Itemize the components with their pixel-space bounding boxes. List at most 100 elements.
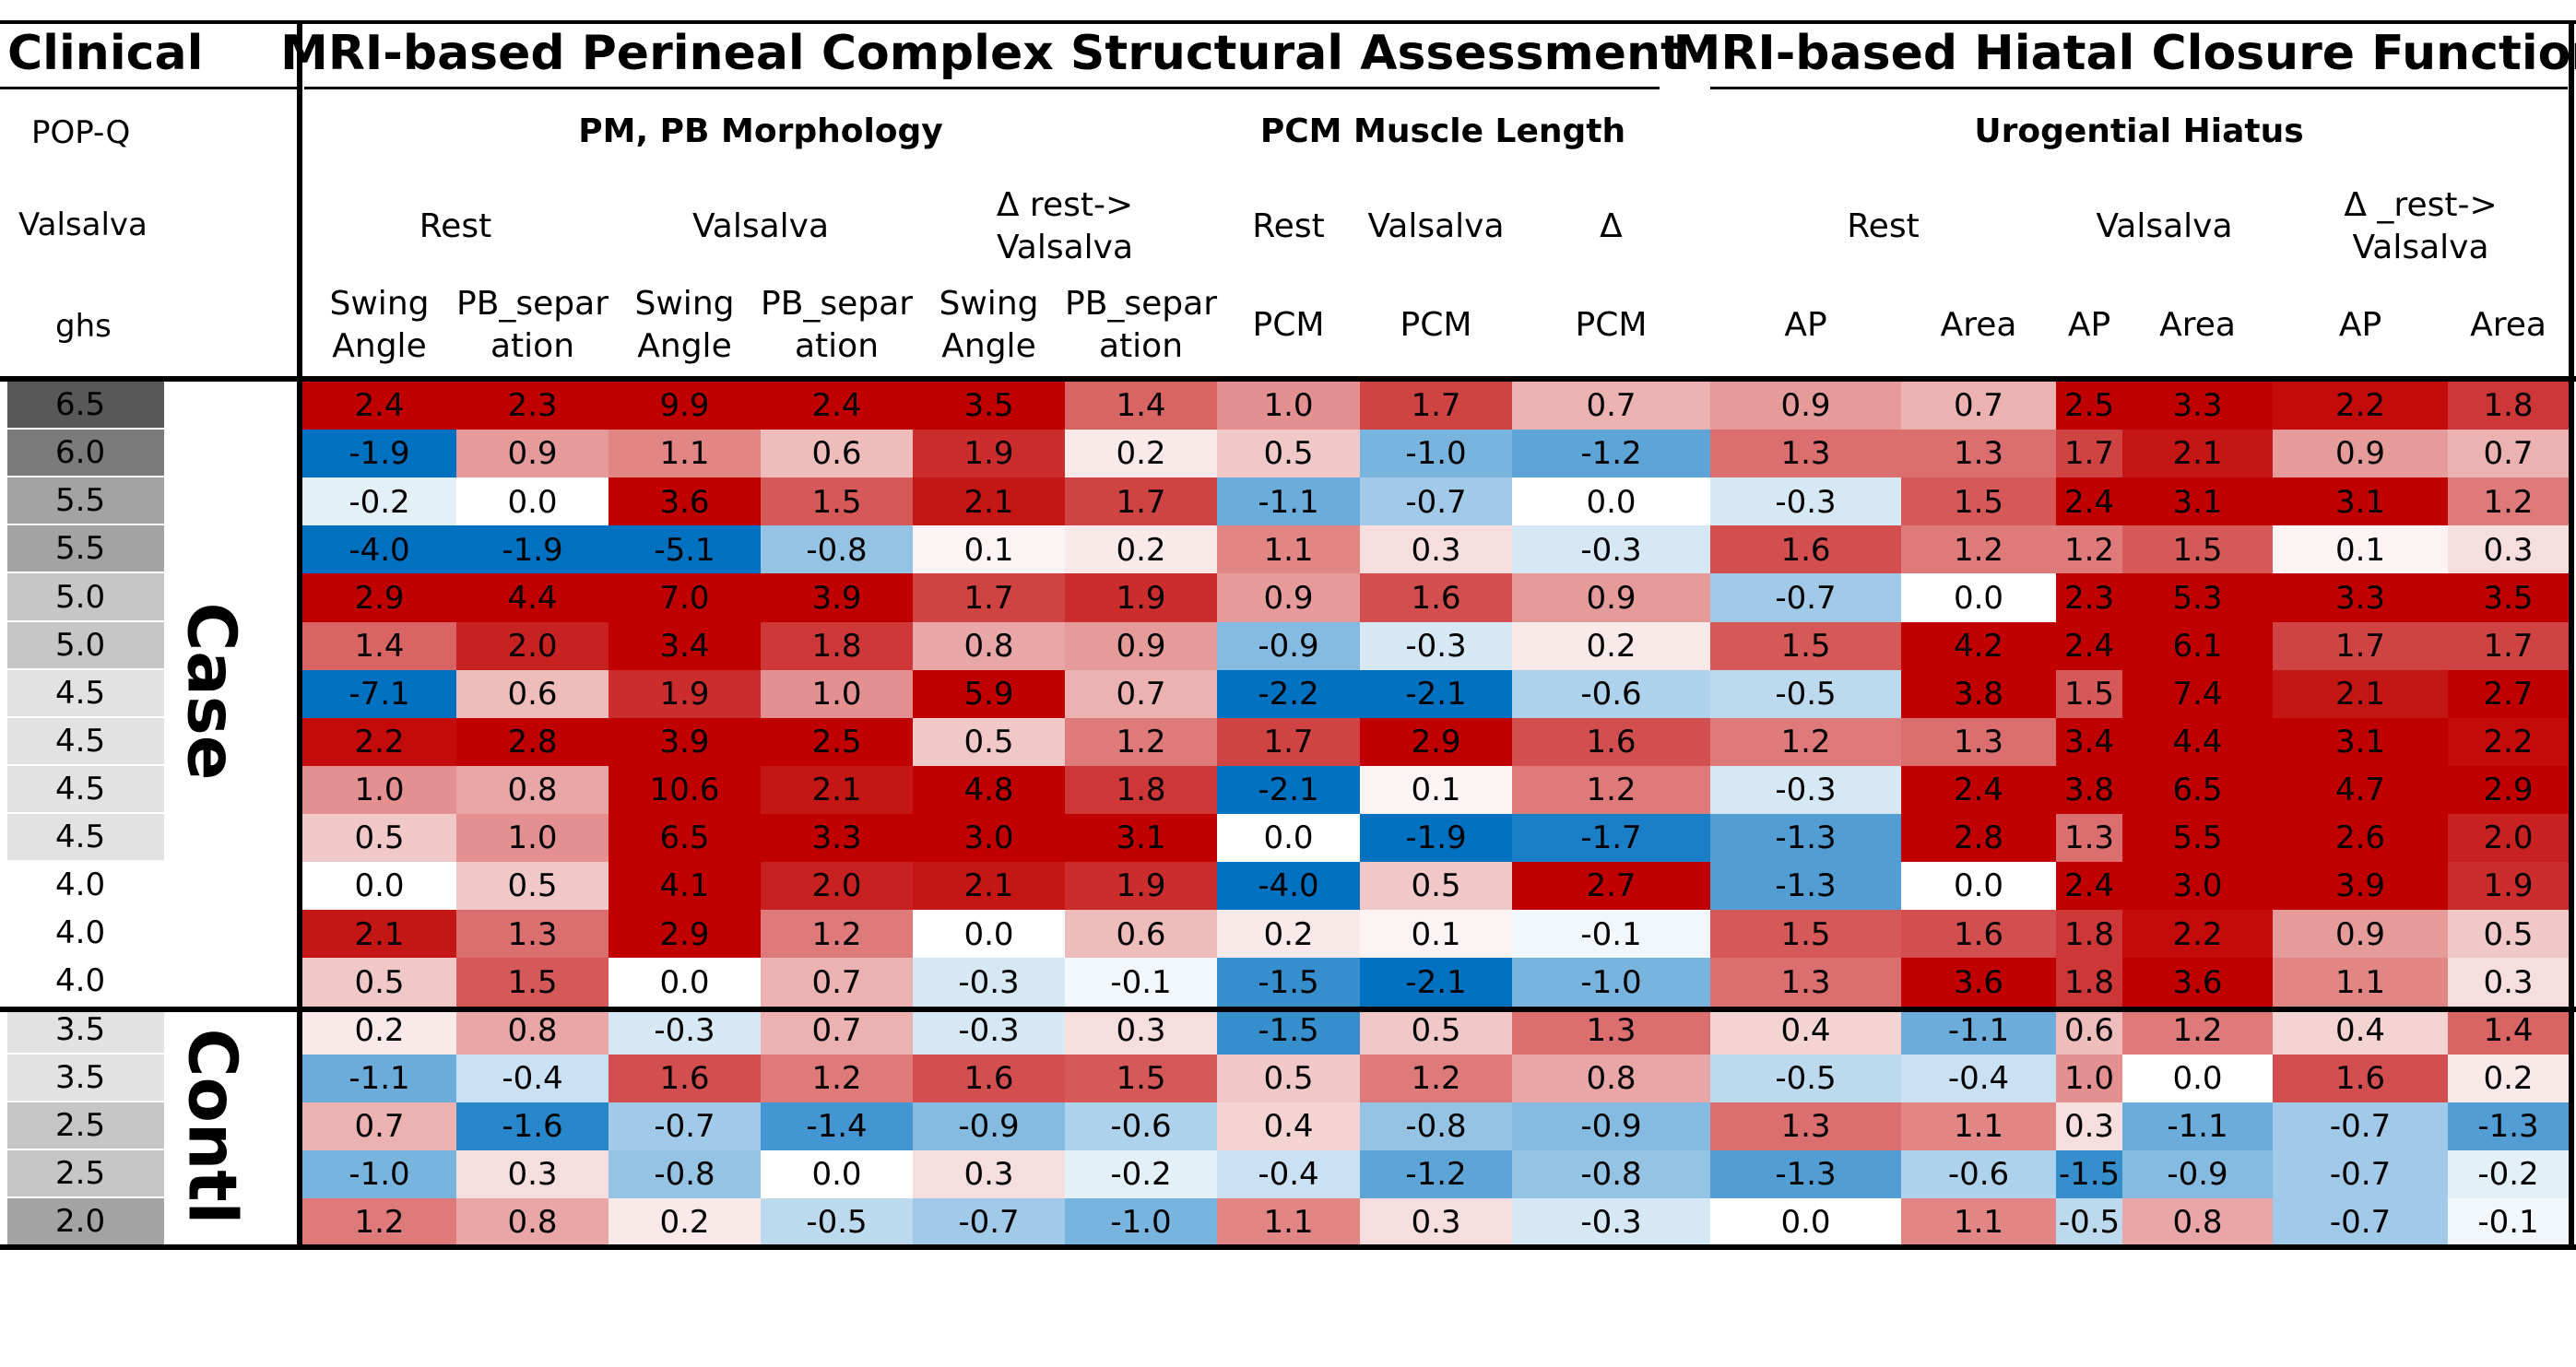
heatmap-cell: 0.2 [2448,1054,2569,1103]
heatmap-cell: -0.5 [1710,1054,1901,1103]
heatmap-cell: 3.1 [2273,477,2448,526]
heatmap-cell: 1.1 [609,430,761,478]
clinical-header: Clinical [7,26,204,81]
ghs-row-label: 4.5 [7,814,164,861]
heatmap-cell: -1.1 [2122,1102,2273,1151]
heatmap-cell: 1.3 [1710,430,1901,478]
heatmap-cell: 4.2 [1901,621,2056,671]
heatmap-cell: 2.2 [2448,717,2569,767]
heatmap-cell: 2.1 [913,862,1065,911]
heatmap-cell: 1.0 [302,765,456,815]
heatmap-cell: -0.5 [1710,669,1901,719]
heatmap-cell: 2.4 [1901,765,2056,815]
left-divider [297,20,302,1250]
heatmap-cell: -5.1 [609,525,761,574]
ghs-row-label: 3.5 [7,1054,164,1101]
heatmap-cell: 2.8 [456,717,609,767]
heatmap-cell: 0.1 [2273,525,2448,574]
heatmap-cell: 0.7 [1512,382,1710,430]
heatmap-cell: 1.3 [1901,430,2056,478]
heatmap-cell: 3.3 [2273,573,2448,623]
heatmap-cell: 0.7 [302,1102,456,1151]
heatmap-cell: -7.1 [302,669,456,719]
heatmap-cell: 0.3 [1065,1006,1217,1055]
heatmap-cell: -1.3 [1710,814,1901,863]
heatmap-cell: 0.5 [1360,862,1512,911]
column-header-13: AP [2338,306,2382,344]
heatmap-cell: 1.1 [1217,525,1360,574]
column-header-14: Area [2470,306,2546,344]
heatmap-cell: 0.2 [1065,525,1217,574]
hiatal-underline [1710,87,2568,89]
heatmap-cell: -0.9 [1512,1102,1710,1151]
heatmap-cell: 0.5 [1217,1054,1360,1103]
heatmap-cell: 0.0 [1512,477,1710,526]
heatmap-cell: 2.1 [761,765,913,815]
subheader-3: Rest [1252,207,1325,245]
heatmap-cell: 2.1 [2122,430,2273,478]
heatmap-cell: -0.5 [761,1198,913,1247]
heatmap-cell: 2.2 [302,717,456,767]
heatmap-cell: 1.8 [2056,910,2122,959]
heatmap-cell: 0.2 [302,1006,456,1055]
heatmap-cell: -0.8 [1360,1102,1512,1151]
heatmap-cell: -0.1 [1512,910,1710,959]
heatmap-cell: 2.7 [1512,862,1710,911]
heatmap-cell: -0.7 [2273,1149,2448,1199]
urogenital-hiatus-header: Urogential Hiatus [1974,112,2304,150]
heatmap-cell: 1.6 [913,1054,1065,1103]
subheader-7: Valsalva [2096,207,2233,245]
column-header-7: PCM [1400,306,1472,344]
heatmap-cell: -0.6 [1901,1149,2056,1199]
heatmap-cell: 0.5 [1360,1006,1512,1055]
heatmap-cell: 1.7 [2273,621,2448,671]
heatmap-cell: 1.2 [761,1054,913,1103]
heatmap-cell: 1.7 [2448,621,2569,671]
heatmap-cell: -0.7 [913,1198,1065,1247]
heatmap-cell: 1.9 [1065,862,1217,911]
column-header-11: AP [2067,306,2111,344]
heatmap-cell: 2.1 [302,910,456,959]
heatmap-cell: -0.7 [1710,573,1901,623]
heatmap-cell: 5.9 [913,669,1065,719]
subheader-0: Rest [419,207,492,245]
heatmap-cell: -0.2 [2448,1149,2569,1199]
heatmap-cell: 2.5 [761,717,913,767]
heatmap-cell: 3.5 [2448,573,2569,623]
subheader-4: Valsalva [1367,207,1505,245]
heatmap-cell: 0.5 [302,958,456,1008]
heatmap-cell: 1.9 [2448,862,2569,911]
heatmap-cell: 3.6 [1901,958,2056,1008]
heatmap-cell: -0.8 [609,1149,761,1199]
heatmap-cell: 1.6 [1901,910,2056,959]
heatmap-cell: 2.0 [2448,814,2569,863]
ghs-row-label: 2.5 [7,1102,164,1149]
heatmap-cell: -1.9 [1360,814,1512,863]
top-border [0,20,2576,24]
control-group-label: Contl [173,1028,252,1225]
clinical-underline [0,87,297,89]
heatmap-cell: -0.3 [1710,477,1901,526]
heatmap-cell: 0.4 [1710,1006,1901,1055]
heatmap-cell: 1.6 [1360,573,1512,623]
heatmap-cell: 0.3 [913,1149,1065,1199]
heatmap-cell: 3.9 [761,573,913,623]
heatmap-cell: 1.3 [1710,958,1901,1008]
ghs-row-label: 4.5 [7,669,164,716]
heatmap-cell: 0.5 [302,814,456,863]
subheader-8: Δ _rest-> Valsalva [2344,186,2498,266]
heatmap-cell: 4.4 [456,573,609,623]
heatmap-cell: 0.6 [1065,910,1217,959]
heatmap-cell: -0.7 [2273,1102,2448,1151]
heatmap-cell: -1.4 [761,1102,913,1151]
heatmap-cell: 1.2 [2448,477,2569,526]
heatmap-cell: -0.2 [1065,1149,1217,1199]
structural-underline [304,87,1660,89]
heatmap-cell: 0.0 [609,958,761,1008]
heatmap-cell: -1.9 [456,525,609,574]
heatmap-cell: 1.2 [2056,525,2122,574]
heatmap-cell: 1.7 [1217,717,1360,767]
heatmap-cell: -0.1 [1065,958,1217,1008]
heatmap-cell: -1.5 [1217,958,1360,1008]
